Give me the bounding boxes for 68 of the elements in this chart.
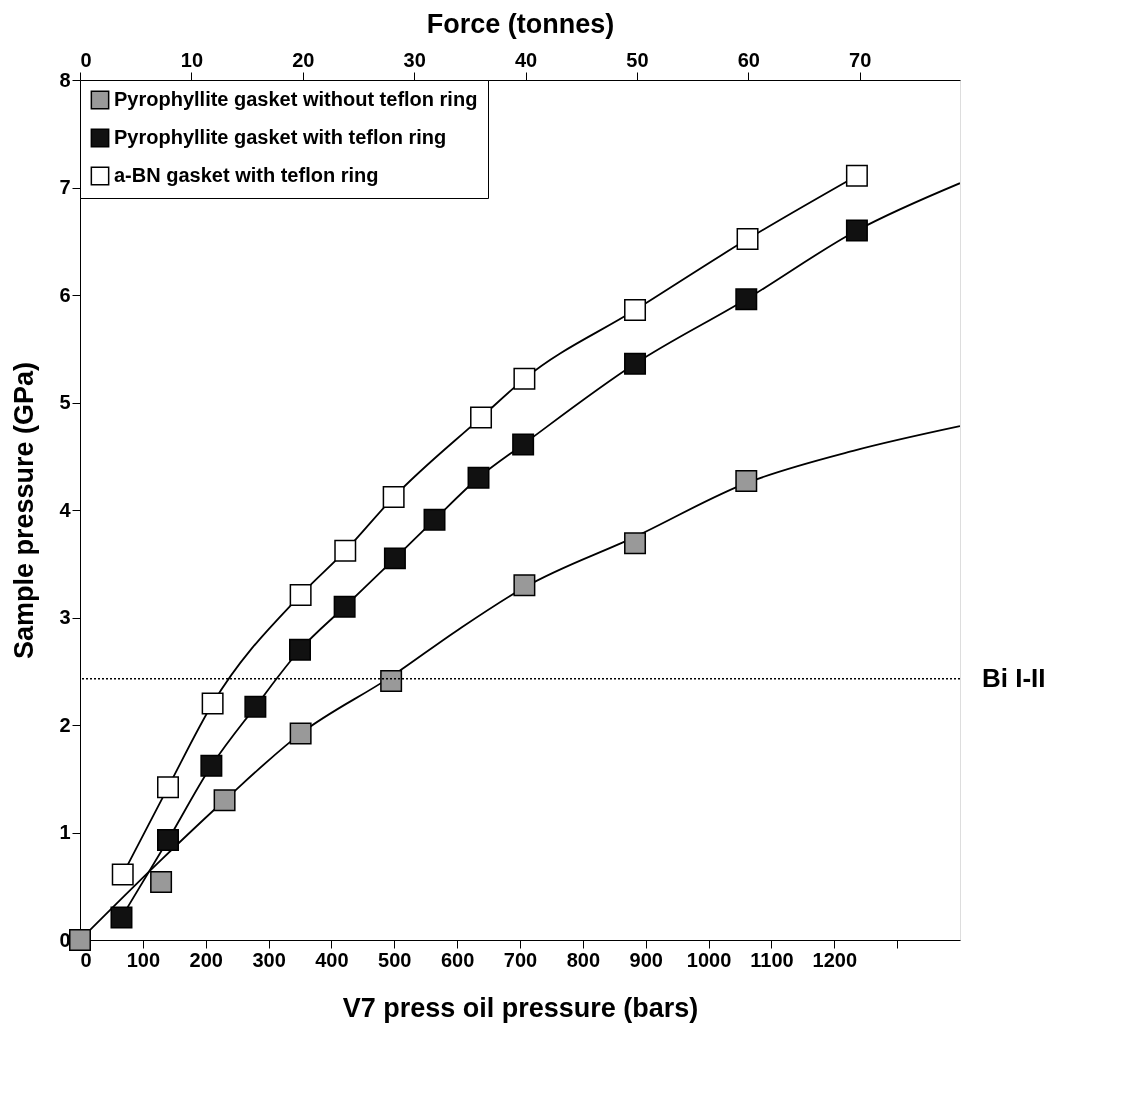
point: [111, 863, 134, 886]
x2-tick-label: 30: [403, 48, 426, 71]
legend-label: Pyrophyllite gasket without teflon ring: [114, 88, 478, 110]
y-tick-label: 2: [59, 713, 71, 736]
x-tick-label: 100: [126, 948, 161, 971]
x-tick-label: 400: [315, 948, 349, 971]
x-tick-label: 1000: [686, 948, 732, 971]
point: [467, 466, 490, 489]
x-tick-label: 900: [629, 948, 663, 971]
point: [244, 695, 267, 718]
point: [624, 352, 647, 375]
point: [624, 532, 647, 555]
x-tick-label: 1100: [750, 948, 794, 971]
x-tick-label: 300: [252, 948, 286, 971]
point: [513, 574, 536, 597]
point: [845, 164, 868, 187]
x-tick-label: 700: [503, 948, 538, 971]
x2-axis-title: Force (tonnes): [426, 8, 615, 39]
point: [289, 638, 311, 661]
x2-tick-label: 40: [514, 48, 538, 71]
point: [213, 789, 236, 812]
x2-tick-label: 0: [80, 48, 92, 71]
point: [333, 595, 356, 618]
x2-tick-label: 60: [737, 48, 760, 71]
point: [334, 539, 357, 562]
point: [512, 433, 535, 456]
point: [157, 776, 179, 799]
point: [201, 692, 224, 715]
point: [69, 929, 91, 951]
point: [289, 583, 312, 606]
x2-tick-label: 10: [180, 48, 204, 71]
y-tick-label: 1: [59, 821, 71, 843]
point: [735, 288, 758, 311]
x2-tick-label: 70: [849, 48, 872, 71]
legend-label: Pyrophyllite gasket with teflon ring: [114, 126, 447, 148]
point: [110, 906, 133, 929]
y-axis-title: Sample pressure (GPa): [9, 361, 40, 660]
point: [736, 228, 759, 251]
point: [624, 299, 647, 322]
point: [150, 870, 173, 893]
point: [157, 829, 179, 852]
x2-tick-label: 50: [626, 48, 649, 71]
point: [845, 219, 868, 242]
y-tick-label: 3: [59, 606, 71, 628]
legend-label: a-BN gasket with teflon ring: [114, 164, 379, 186]
point: [735, 469, 758, 492]
y-tick-label: 7: [59, 176, 71, 198]
x-tick-label: 500: [378, 948, 412, 971]
point: [289, 722, 312, 745]
point: [513, 367, 536, 390]
y-tick-label: 4: [59, 498, 72, 521]
point: [470, 406, 493, 429]
x-tick-label: 0: [80, 948, 92, 971]
x-tick-label: 800: [566, 948, 601, 971]
ref-line-label: Bi I-II: [982, 662, 1046, 693]
y-tick-label: 6: [59, 283, 71, 306]
x-tick-label: 600: [440, 948, 475, 971]
x-tick-label: 1200: [812, 948, 858, 971]
point: [383, 547, 406, 570]
point: [382, 486, 405, 509]
x2-tick-label: 20: [292, 48, 315, 71]
x-axis-title: V7 press oil pressure (bars): [342, 992, 699, 1023]
point: [200, 754, 223, 777]
y-tick-label: 8: [59, 68, 71, 91]
y-tick-label: 5: [59, 391, 71, 413]
point: [423, 508, 446, 531]
x-tick-label: 200: [189, 948, 223, 971]
point: [380, 669, 403, 692]
